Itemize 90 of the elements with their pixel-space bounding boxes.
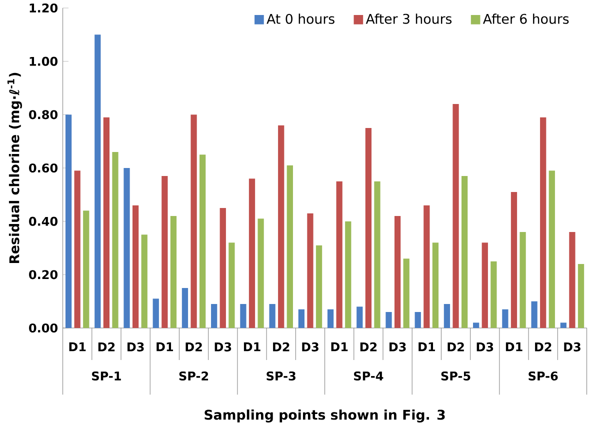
- x-tick-label: D3: [390, 342, 406, 352]
- x-tick-label: D1: [244, 342, 260, 352]
- bar: [560, 322, 566, 328]
- bar: [316, 245, 322, 328]
- text: SP-5: [441, 371, 470, 381]
- bar: [345, 221, 352, 328]
- bar: [374, 181, 380, 328]
- bar: [170, 216, 177, 328]
- text: SP-3: [266, 371, 296, 381]
- bar: [444, 304, 450, 328]
- bar: [298, 309, 304, 328]
- x-tick-label: D2: [535, 342, 552, 352]
- bar: [531, 301, 538, 328]
- y-tick-label: 1.20: [30, 3, 58, 13]
- bar: [74, 170, 80, 328]
- bar: [200, 154, 206, 328]
- bar: [578, 264, 584, 328]
- legend-label: After 3 hours: [366, 14, 452, 24]
- bar: [403, 258, 410, 328]
- bar: [482, 242, 488, 328]
- text: SP-4: [354, 371, 384, 381]
- x-tick-label: D1: [156, 342, 174, 352]
- bar: [124, 168, 130, 328]
- text: SP-2: [179, 371, 208, 381]
- bar: [414, 312, 421, 328]
- x-tick-label: D2: [186, 342, 202, 352]
- x-tick-label: D1: [331, 342, 348, 352]
- bar: [278, 125, 284, 328]
- bar: [569, 232, 576, 328]
- bar: [220, 208, 226, 328]
- bar: [548, 170, 555, 328]
- y-tick-label: 0.60: [29, 163, 58, 173]
- bar: [462, 176, 468, 328]
- x-tick-label: D3: [476, 342, 494, 352]
- x-tick-label: D1: [506, 342, 522, 352]
- bar: [240, 304, 246, 328]
- bar: [132, 205, 139, 328]
- x-tick-label: D1: [69, 342, 86, 352]
- y-tick-label: 0.20: [29, 270, 58, 280]
- bar: [211, 304, 218, 328]
- bar: [182, 288, 188, 328]
- x-tick-label: D2: [448, 342, 464, 352]
- bar: [286, 165, 293, 328]
- bar: [112, 152, 118, 328]
- bar: [490, 261, 497, 328]
- x-tick-label: D1: [418, 342, 435, 352]
- y-axis-title: Residual chlorine (mg·ℓ$^{-1}$): [7, 72, 22, 264]
- legend-label: After 6 hours: [482, 14, 569, 24]
- bar: [162, 176, 168, 328]
- bar: [190, 114, 197, 328]
- bar: [269, 304, 276, 328]
- y-tick-label: 1.00: [30, 56, 58, 66]
- text: SP-1: [92, 371, 121, 381]
- x-tick-label: D3: [564, 342, 580, 352]
- bar: [307, 213, 314, 328]
- bar: [336, 181, 342, 328]
- x-tick-label: D3: [128, 342, 144, 352]
- bar: [386, 312, 392, 328]
- x-tick-label: D3: [302, 342, 318, 352]
- bar: [65, 114, 72, 328]
- x-tick-label: D2: [98, 342, 115, 352]
- y-tick-label: 0.00: [29, 323, 58, 333]
- bar: [327, 309, 334, 328]
- legend-label: At 0 hours: [266, 14, 334, 24]
- y-tick-label: 0.80: [29, 110, 58, 120]
- bar: [228, 242, 235, 328]
- bar: [394, 216, 401, 328]
- bar: [424, 205, 430, 328]
- bar: [365, 128, 372, 328]
- bar: [356, 306, 363, 328]
- bar: [152, 298, 159, 328]
- bar: [141, 234, 148, 328]
- x-tick-label: D2: [360, 342, 377, 352]
- bar: [510, 192, 518, 328]
- x-axis-title: Sampling points shown in Fig. 3: [204, 409, 445, 422]
- bar: [502, 309, 508, 328]
- bar: [83, 210, 90, 328]
- bar: [520, 232, 526, 328]
- x-tick-label: D3: [214, 342, 232, 352]
- bar: [473, 322, 480, 328]
- bar: [248, 178, 256, 328]
- x-tick-label: D2: [273, 342, 290, 352]
- text: SP-6: [528, 371, 558, 381]
- bar: [540, 117, 546, 328]
- bar: [432, 242, 439, 328]
- bar: [103, 117, 110, 328]
- y-tick-label: 0.40: [29, 216, 58, 226]
- bar: [452, 104, 459, 328]
- bar: [94, 34, 101, 328]
- bar: [258, 218, 264, 328]
